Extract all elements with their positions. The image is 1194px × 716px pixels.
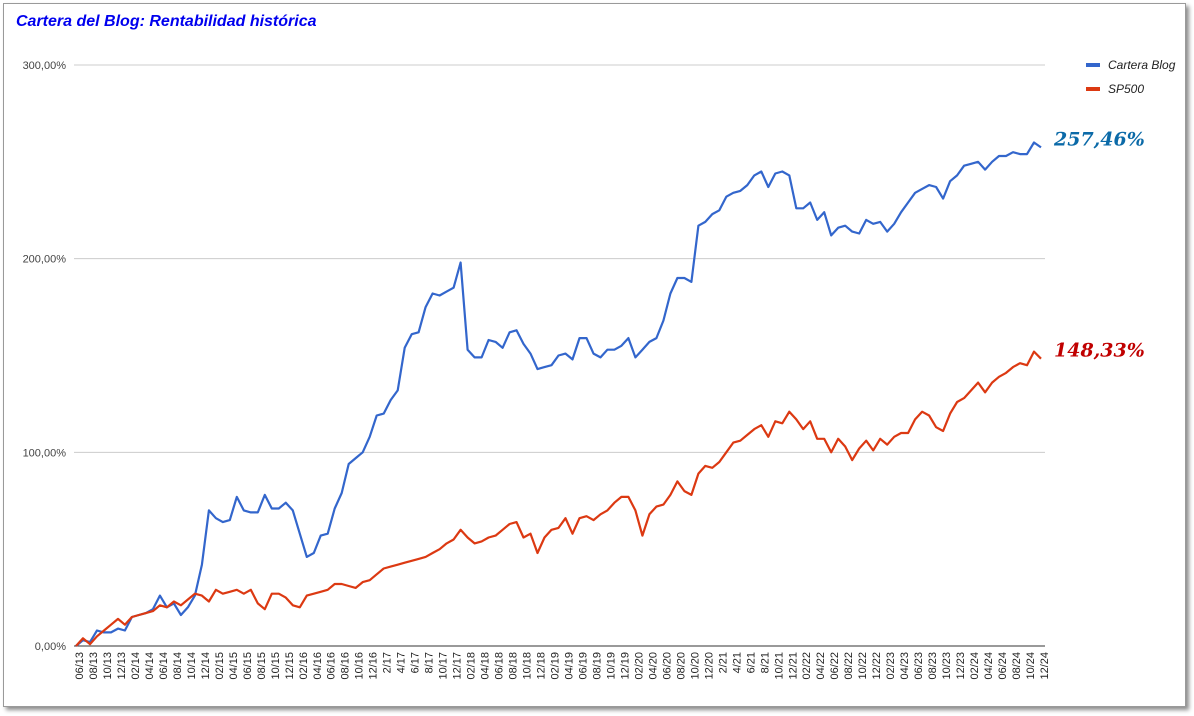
x-tick-label: 12/24 bbox=[1039, 652, 1051, 680]
x-tick-label: 10/13 bbox=[102, 652, 114, 680]
x-tick-label: 10/21 bbox=[773, 652, 785, 680]
x-tick-label: 06/23 bbox=[913, 652, 925, 680]
grid-lines bbox=[74, 64, 1045, 647]
x-tick-label: 8/17 bbox=[424, 652, 436, 673]
x-tick-label: 10/19 bbox=[605, 652, 617, 680]
legend-swatch-1 bbox=[1086, 87, 1100, 91]
y-tick-label: 100,00% bbox=[23, 447, 67, 459]
x-tick-label: 12/22 bbox=[871, 652, 883, 680]
x-tick-label: 10/18 bbox=[522, 652, 534, 680]
x-tick-label: 06/13 bbox=[74, 652, 86, 680]
y-tick-label: 200,00% bbox=[23, 254, 67, 266]
x-tick-label: 06/15 bbox=[242, 652, 254, 680]
x-axis-ticks: 06/13 08/13 10/13 12/13 02/14 04/14 06/14 08/14… bbox=[74, 652, 1051, 680]
x-tick-label: 06/14 bbox=[158, 652, 170, 680]
x-tick-label: 12/15 bbox=[284, 652, 296, 680]
x-tick-label: 04/23 bbox=[899, 652, 911, 680]
end-value-label-0: 257,46% bbox=[1053, 128, 1145, 150]
x-tick-label: 10/24 bbox=[1025, 652, 1037, 680]
y-axis-ticks: 0,00% 100,00% 200,00% 300,00% bbox=[23, 60, 67, 653]
x-tick-label: 06/18 bbox=[494, 652, 506, 680]
chart-title: Cartera del Blog: Rentabilidad histórica bbox=[16, 13, 317, 30]
end-labels: 257,46% 148,33% bbox=[1053, 128, 1145, 361]
legend-label-0: Cartera Blog bbox=[1108, 58, 1176, 72]
x-tick-label: 12/23 bbox=[955, 652, 967, 680]
x-tick-label: 06/24 bbox=[997, 652, 1009, 680]
x-tick-label: 08/20 bbox=[675, 652, 687, 680]
x-tick-label: 04/15 bbox=[228, 652, 240, 680]
x-tick-label: 06/16 bbox=[326, 652, 338, 680]
x-tick-label: 02/18 bbox=[466, 652, 478, 680]
series-line-0 bbox=[75, 141, 1042, 647]
x-tick-label: 12/21 bbox=[787, 652, 799, 680]
x-tick-label: 10/14 bbox=[186, 652, 198, 680]
x-tick-label: 06/20 bbox=[661, 652, 673, 680]
y-tick-label: 0,00% bbox=[35, 641, 66, 653]
x-tick-label: 10/23 bbox=[941, 652, 953, 680]
x-tick-label: 08/19 bbox=[592, 652, 604, 680]
x-tick-label: 12/20 bbox=[703, 652, 715, 680]
x-tick-label: 02/20 bbox=[633, 652, 645, 680]
x-tick-label: 02/15 bbox=[214, 652, 226, 680]
x-tick-label: 02/14 bbox=[130, 652, 142, 680]
x-tick-label: 10/16 bbox=[354, 652, 366, 680]
x-tick-label: 12/13 bbox=[116, 652, 128, 680]
x-tick-label: 02/23 bbox=[885, 652, 897, 680]
x-tick-label: 12/17 bbox=[452, 652, 464, 680]
x-tick-label: 02/24 bbox=[969, 652, 981, 680]
legend-swatch-0 bbox=[1086, 63, 1100, 67]
x-tick-label: 2/21 bbox=[717, 652, 729, 673]
series-line-1 bbox=[75, 350, 1042, 647]
end-value-label-1: 148,33% bbox=[1054, 340, 1145, 362]
x-tick-label: 06/19 bbox=[578, 652, 590, 680]
x-tick-label: 10/22 bbox=[857, 652, 869, 680]
x-tick-label: 08/14 bbox=[172, 652, 184, 680]
x-tick-label: 08/24 bbox=[1011, 652, 1023, 680]
x-tick-label: 6/17 bbox=[410, 652, 422, 673]
x-tick-label: 04/20 bbox=[647, 652, 659, 680]
x-tick-label: 08/18 bbox=[508, 652, 520, 680]
x-tick-label: 04/19 bbox=[564, 652, 576, 680]
series-lines bbox=[75, 141, 1042, 647]
x-tick-label: 08/16 bbox=[340, 652, 352, 680]
x-tick-label: 8/21 bbox=[759, 652, 771, 673]
x-tick-label: 04/24 bbox=[983, 652, 995, 680]
x-tick-label: 10/20 bbox=[689, 652, 701, 680]
legend-label-1: SP500 bbox=[1108, 82, 1144, 96]
x-tick-label: 10/15 bbox=[270, 652, 282, 680]
x-tick-label: 02/22 bbox=[801, 652, 813, 680]
x-tick-label: 08/23 bbox=[927, 652, 939, 680]
x-tick-label: 12/16 bbox=[368, 652, 380, 680]
y-tick-label: 300,00% bbox=[23, 60, 67, 72]
x-tick-label: 04/14 bbox=[144, 652, 156, 680]
x-tick-label: 08/15 bbox=[256, 652, 268, 680]
x-tick-label: 12/14 bbox=[200, 652, 212, 680]
x-tick-label: 4/21 bbox=[731, 652, 743, 673]
x-tick-label: 6/21 bbox=[745, 652, 757, 673]
x-tick-label: 08/22 bbox=[843, 652, 855, 680]
x-tick-label: 04/16 bbox=[312, 652, 324, 680]
x-tick-label: 04/18 bbox=[480, 652, 492, 680]
x-tick-label: 06/22 bbox=[829, 652, 841, 680]
x-tick-label: 04/22 bbox=[815, 652, 827, 680]
x-tick-label: 02/16 bbox=[298, 652, 310, 680]
x-tick-label: 4/17 bbox=[396, 652, 408, 673]
x-tick-label: 10/17 bbox=[438, 652, 450, 680]
x-tick-label: 08/13 bbox=[88, 652, 100, 680]
legend: Cartera Blog SP500 bbox=[1086, 58, 1176, 96]
x-tick-label: 12/19 bbox=[619, 652, 631, 680]
x-tick-label: 12/18 bbox=[536, 652, 548, 680]
x-tick-label: 02/19 bbox=[550, 652, 562, 680]
x-tick-label: 2/17 bbox=[382, 652, 394, 673]
